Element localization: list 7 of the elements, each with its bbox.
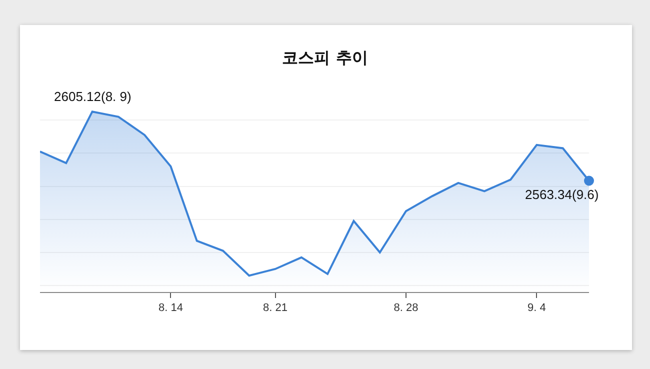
chart-title: 코스피 추이: [282, 48, 368, 67]
x-tick-label: 8. 14: [158, 302, 183, 314]
x-tick-label: 8. 21: [263, 302, 288, 314]
x-tick-label: 9. 4: [528, 302, 546, 314]
data-label: 2605.12(8. 9): [54, 89, 132, 104]
data-label: 2563.34(9.6): [525, 187, 599, 202]
x-tick-label: 8. 28: [394, 302, 418, 314]
